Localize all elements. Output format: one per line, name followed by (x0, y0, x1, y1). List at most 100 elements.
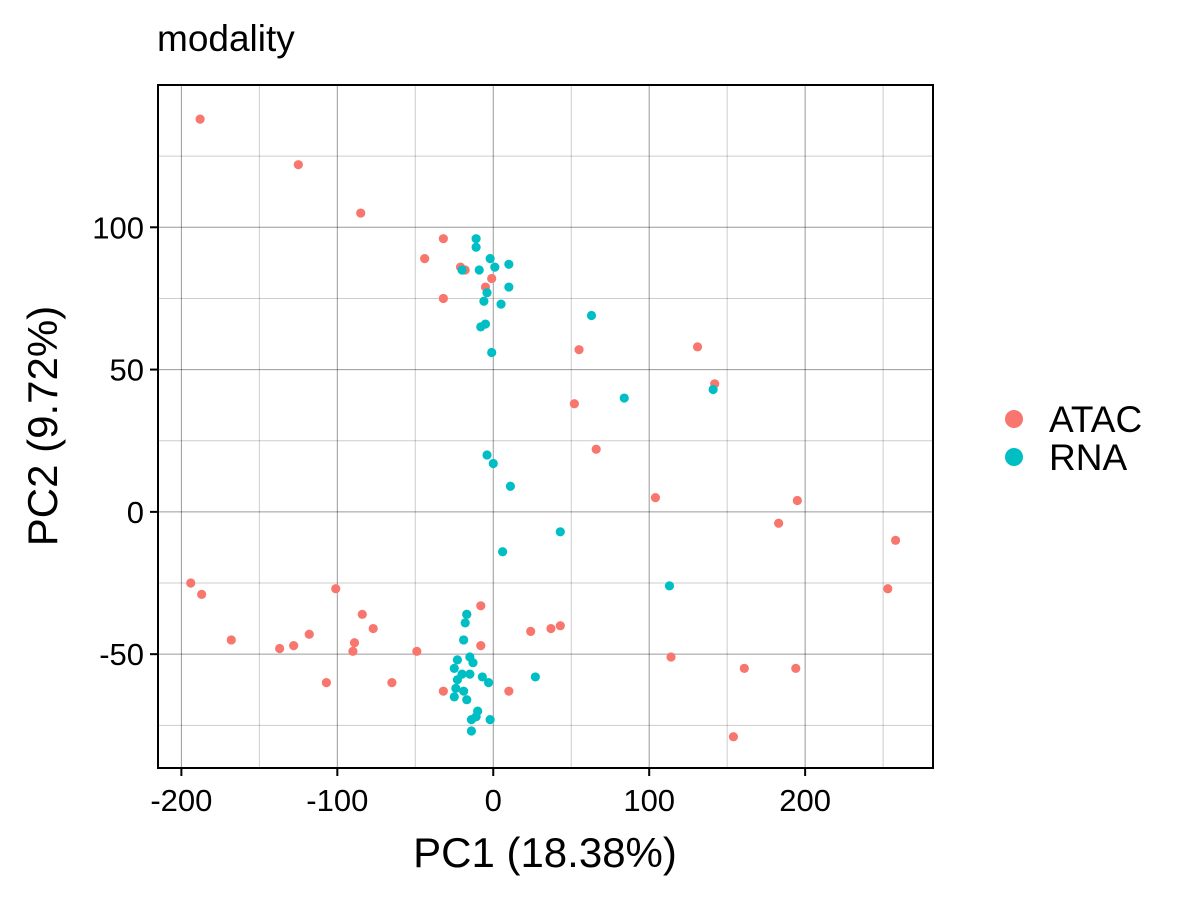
x-tick-label: 200 (779, 783, 831, 818)
y-axis-title: PC2 (9.72%) (19, 306, 66, 546)
point-atac (546, 623, 556, 634)
x-axis-title: PC1 (18.38%) (413, 829, 677, 876)
point-atac (728, 732, 739, 742)
point-rna (462, 609, 472, 619)
point-rna (505, 481, 516, 491)
x-tick-label: -100 (306, 783, 368, 818)
point-atac (476, 641, 486, 651)
y-axis-ticks: -50 0 50 100 (92, 210, 158, 672)
plot-panel-border (157, 84, 934, 769)
point-rna (487, 347, 497, 358)
point-atac (555, 621, 565, 631)
point-atac (368, 623, 378, 634)
point-rna (504, 259, 514, 269)
point-atac (526, 626, 536, 637)
point-rna (496, 299, 506, 309)
minor-gridlines (158, 85, 933, 768)
point-rna (465, 669, 475, 679)
point-atac (186, 578, 196, 588)
point-rna (460, 618, 470, 628)
point-rna (471, 242, 481, 252)
point-atac (387, 678, 397, 688)
point-rna (664, 581, 675, 591)
point-atac (226, 635, 236, 645)
point-rna (457, 265, 467, 275)
point-atac (890, 535, 901, 545)
point-atac (438, 234, 448, 244)
legend-key-atac (1005, 410, 1023, 428)
point-atac (591, 444, 601, 454)
point-atac (356, 208, 366, 218)
point-rna (449, 692, 459, 702)
point-rna (452, 655, 462, 665)
point-rna (451, 683, 461, 693)
point-rna (555, 527, 565, 537)
point-atac (412, 646, 422, 656)
point-rna (530, 672, 540, 682)
y-tick-label: -50 (99, 637, 144, 672)
data-points (186, 114, 901, 742)
plot-panel-background (158, 85, 933, 768)
point-rna (462, 695, 472, 705)
point-rna (482, 288, 492, 298)
legend-label-rna: RNA (1049, 437, 1127, 478)
legend-label-atac: ATAC (1049, 399, 1142, 440)
point-atac (331, 584, 341, 594)
major-gridlines (158, 85, 933, 768)
x-tick-label: -200 (150, 783, 212, 818)
point-atac (197, 589, 207, 600)
point-rna (474, 265, 484, 275)
point-atac (774, 518, 784, 528)
point-rna (483, 678, 494, 688)
point-rna (466, 726, 477, 736)
point-atac (883, 584, 893, 594)
point-rna (485, 715, 495, 725)
chart-title: modality (157, 18, 295, 59)
y-tick-label: 0 (127, 495, 144, 530)
point-atac (195, 114, 205, 124)
legend-key-rna (1005, 448, 1023, 466)
x-tick-label: 100 (623, 783, 675, 818)
point-rna (476, 322, 486, 332)
point-atac (304, 629, 314, 639)
point-atac (569, 399, 579, 409)
point-rna (449, 663, 459, 673)
point-atac (438, 686, 448, 696)
point-atac (650, 493, 661, 503)
point-rna (482, 450, 492, 460)
point-atac (791, 663, 801, 673)
point-rna (479, 296, 489, 306)
point-atac (321, 678, 332, 688)
point-atac (348, 646, 358, 656)
point-atac (739, 663, 749, 673)
point-atac (293, 160, 303, 170)
point-atac (666, 652, 676, 662)
point-atac (420, 253, 430, 264)
point-rna (471, 234, 481, 244)
point-rna (504, 282, 514, 292)
point-rna (708, 384, 718, 395)
point-atac (487, 273, 497, 284)
x-axis-ticks: -200 -100 0 100 200 (150, 768, 831, 818)
point-rna (488, 458, 498, 469)
x-tick-label: 0 (485, 783, 502, 818)
point-atac (692, 342, 703, 352)
point-rna (498, 547, 508, 557)
point-rna (452, 675, 462, 685)
point-rna (485, 253, 495, 264)
point-rna (490, 262, 500, 272)
point-atac (476, 601, 486, 611)
point-rna (619, 393, 629, 403)
point-rna (466, 715, 477, 725)
point-rna (586, 310, 597, 321)
point-atac (275, 643, 285, 654)
point-rna (477, 672, 487, 682)
point-rna (468, 658, 478, 668)
point-atac (792, 495, 802, 506)
point-atac (438, 293, 448, 304)
y-tick-label: 50 (110, 353, 144, 388)
point-atac (349, 638, 360, 648)
point-atac (504, 686, 514, 696)
